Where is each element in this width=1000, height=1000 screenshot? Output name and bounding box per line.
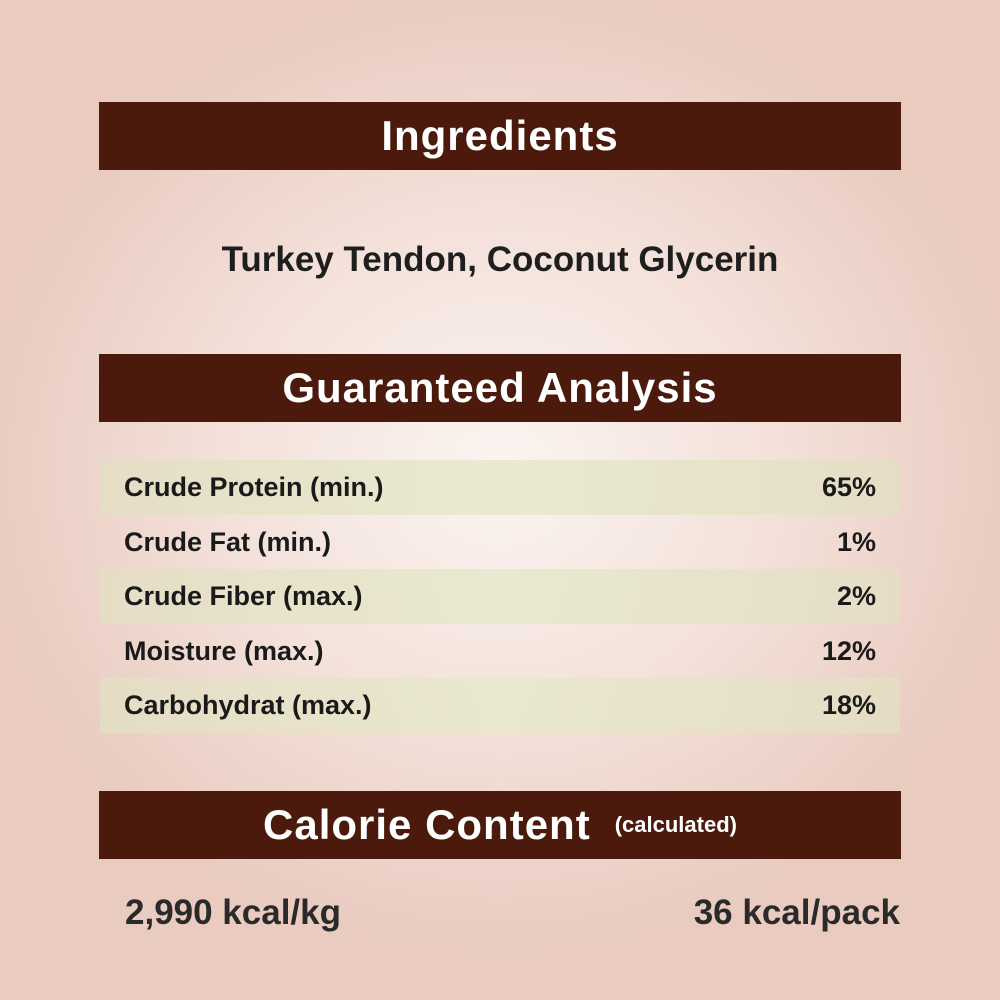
analysis-title: Guaranteed Analysis: [282, 364, 718, 411]
row-value: 2%: [836, 581, 876, 611]
analysis-row: Crude Fat (min.) 1%: [100, 515, 900, 570]
row-label: Crude Fat (min.): [124, 527, 331, 557]
row-value: 1%: [836, 527, 876, 557]
analysis-row: Crude Protein (min.) 65%: [100, 460, 900, 515]
calorie-per-pack: 36 kcal/pack: [693, 893, 900, 932]
row-label: Carbohydrat (max.): [124, 690, 372, 720]
calorie-title: Calorie Content: [263, 801, 591, 848]
calorie-per-kg: 2,990 kcal/kg: [125, 893, 341, 932]
analysis-banner: Guaranteed Analysis: [99, 354, 901, 422]
ingredients-text: Turkey Tendon, Coconut Glycerin: [221, 240, 779, 279]
calorie-banner: Calorie Content (calculated): [99, 791, 901, 859]
row-value: 18%: [821, 690, 876, 720]
row-label: Crude Fiber (max.): [124, 581, 363, 611]
analysis-row: Crude Fiber (max.) 2%: [100, 569, 900, 624]
row-value: 12%: [821, 636, 876, 666]
ingredients-title: Ingredients: [381, 112, 619, 159]
analysis-row: Carbohydrat (max.) 18%: [100, 678, 900, 733]
ingredients-banner: Ingredients: [99, 102, 901, 170]
row-label: Moisture (max.): [124, 636, 324, 666]
analysis-row: Moisture (max.) 12%: [100, 624, 900, 679]
calorie-note: (calculated): [614, 812, 737, 837]
row-label: Crude Protein (min.): [124, 472, 384, 502]
row-value: 65%: [821, 472, 876, 502]
